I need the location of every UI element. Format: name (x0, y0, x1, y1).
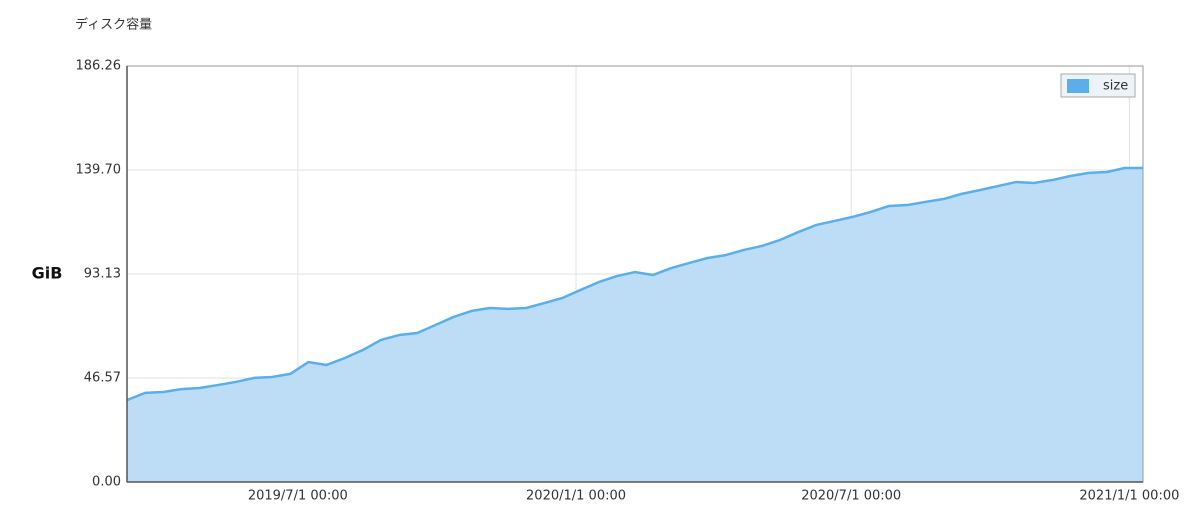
chart-title: ディスク容量 (75, 17, 152, 33)
y-tick-label: 0.00 (92, 475, 121, 490)
y-tick-label: 139.70 (76, 162, 122, 177)
legend-label: size (1103, 79, 1128, 94)
x-tick-label: 2020/7/1 00:00 (801, 489, 901, 504)
y-tick-label: 46.57 (84, 370, 121, 385)
x-tick-label: 2019/7/1 00:00 (248, 489, 348, 504)
area-fill (127, 167, 1143, 482)
x-tick-label: 2020/1/1 00:00 (526, 489, 626, 504)
y-tick-label: 186.26 (76, 59, 122, 74)
y-tick-label: 93.13 (84, 267, 121, 282)
area-line (126, 166, 1143, 402)
y-axis-label: GiB (32, 264, 63, 283)
x-tick-label: 2021/1/1 00:00 (1079, 489, 1179, 504)
legend-swatch (1067, 79, 1089, 93)
